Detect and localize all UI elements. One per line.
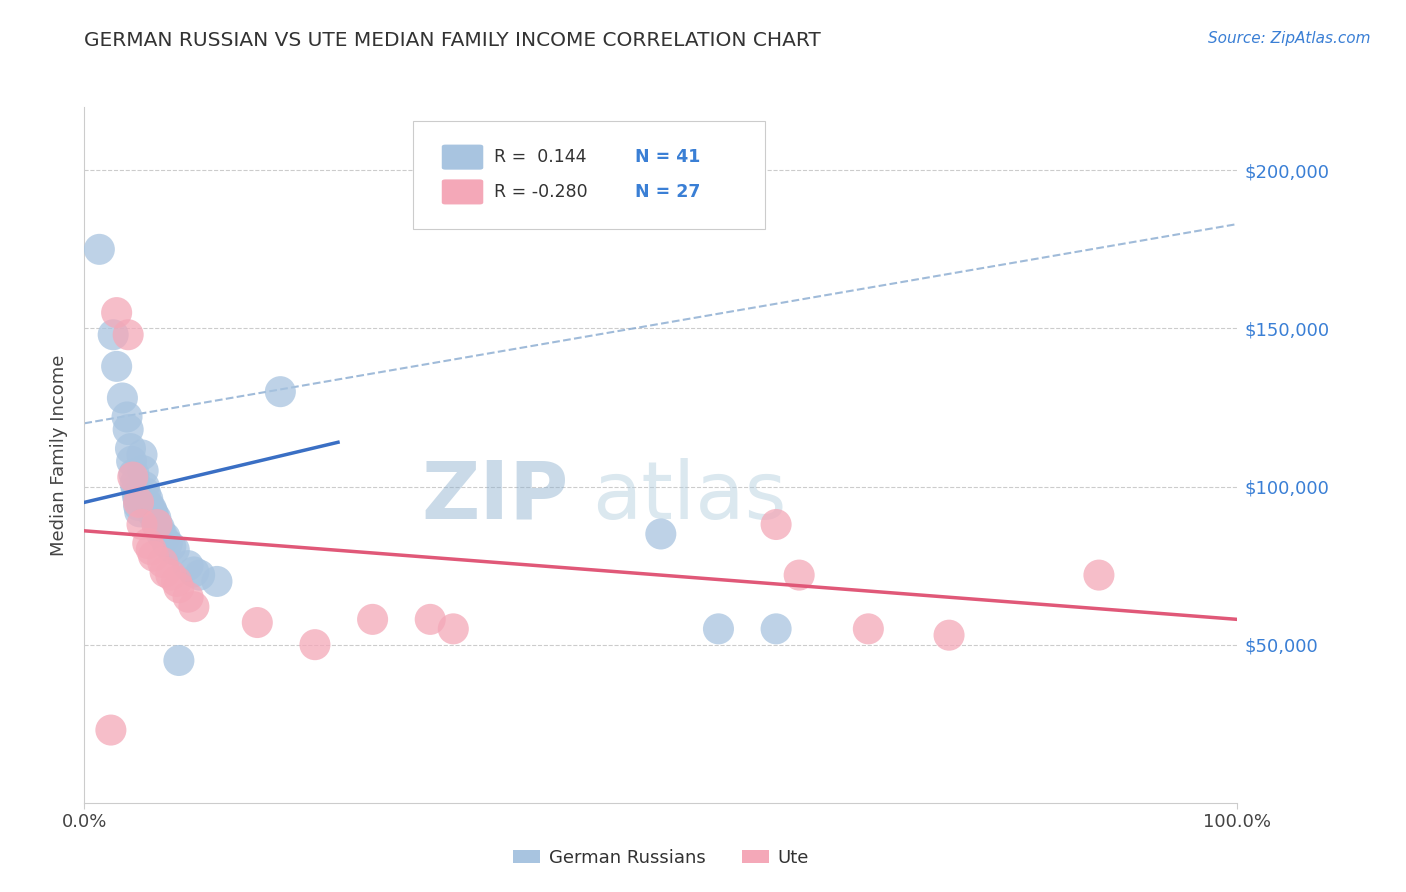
Point	[177, 591, 200, 605]
Point	[142, 508, 165, 522]
Point	[183, 565, 205, 579]
Point	[150, 527, 173, 541]
Point	[787, 568, 810, 582]
Point	[152, 556, 174, 570]
Point	[183, 599, 205, 614]
Y-axis label: Median Family Income: Median Family Income	[51, 354, 69, 556]
Point	[167, 581, 190, 595]
Point	[105, 305, 128, 319]
Point	[136, 536, 159, 550]
Point	[938, 628, 960, 642]
Point	[146, 517, 169, 532]
Point	[145, 511, 167, 525]
Point	[163, 542, 186, 557]
Point	[128, 495, 150, 509]
Point	[146, 517, 169, 532]
Point	[177, 558, 200, 573]
Point	[131, 448, 153, 462]
Point	[132, 464, 155, 478]
Point	[111, 391, 134, 405]
Point	[167, 653, 190, 667]
Point	[141, 501, 163, 516]
Point	[117, 423, 139, 437]
Point	[134, 486, 156, 500]
Point	[105, 359, 128, 374]
Point	[121, 470, 143, 484]
Point	[361, 612, 384, 626]
Point	[115, 409, 138, 424]
Text: atlas: atlas	[592, 458, 786, 536]
Point	[765, 517, 787, 532]
Point	[103, 327, 125, 342]
Point	[246, 615, 269, 630]
Point	[120, 442, 142, 456]
Point	[117, 327, 139, 342]
Text: ZIP: ZIP	[422, 458, 568, 536]
Point	[148, 521, 170, 535]
Point	[138, 499, 160, 513]
Point	[134, 479, 156, 493]
Point	[131, 517, 153, 532]
Text: N = 27: N = 27	[636, 183, 700, 201]
Point	[122, 467, 145, 481]
Point	[121, 454, 143, 468]
Point	[128, 492, 150, 507]
Point	[858, 622, 880, 636]
Point	[205, 574, 228, 589]
Point	[188, 568, 211, 582]
Point	[125, 483, 148, 497]
Point	[441, 622, 464, 636]
Text: Source: ZipAtlas.com: Source: ZipAtlas.com	[1208, 31, 1371, 46]
Point	[100, 723, 122, 737]
Point	[160, 540, 183, 554]
Point	[269, 384, 291, 399]
Point	[1088, 568, 1111, 582]
Point	[89, 243, 111, 257]
Text: R = -0.280: R = -0.280	[494, 183, 588, 201]
Point	[650, 527, 672, 541]
Point	[127, 489, 149, 503]
Point	[153, 565, 176, 579]
Point	[160, 568, 183, 582]
Point	[765, 622, 787, 636]
Point	[142, 549, 165, 563]
FancyBboxPatch shape	[441, 145, 484, 169]
Point	[419, 612, 441, 626]
Text: GERMAN RUSSIAN VS UTE MEDIAN FAMILY INCOME CORRELATION CHART: GERMAN RUSSIAN VS UTE MEDIAN FAMILY INCO…	[84, 31, 821, 50]
Legend: German Russians, Ute: German Russians, Ute	[505, 841, 817, 874]
Point	[304, 638, 326, 652]
Point	[124, 476, 146, 491]
FancyBboxPatch shape	[413, 121, 765, 229]
Point	[141, 542, 163, 557]
Text: R =  0.144: R = 0.144	[494, 148, 586, 166]
Point	[156, 536, 179, 550]
Point	[707, 622, 730, 636]
Point	[153, 530, 176, 544]
Point	[166, 574, 188, 589]
FancyBboxPatch shape	[441, 179, 484, 204]
Point	[136, 492, 159, 507]
Text: N = 41: N = 41	[636, 148, 700, 166]
Point	[128, 499, 150, 513]
Point	[128, 505, 150, 519]
Point	[141, 505, 163, 519]
